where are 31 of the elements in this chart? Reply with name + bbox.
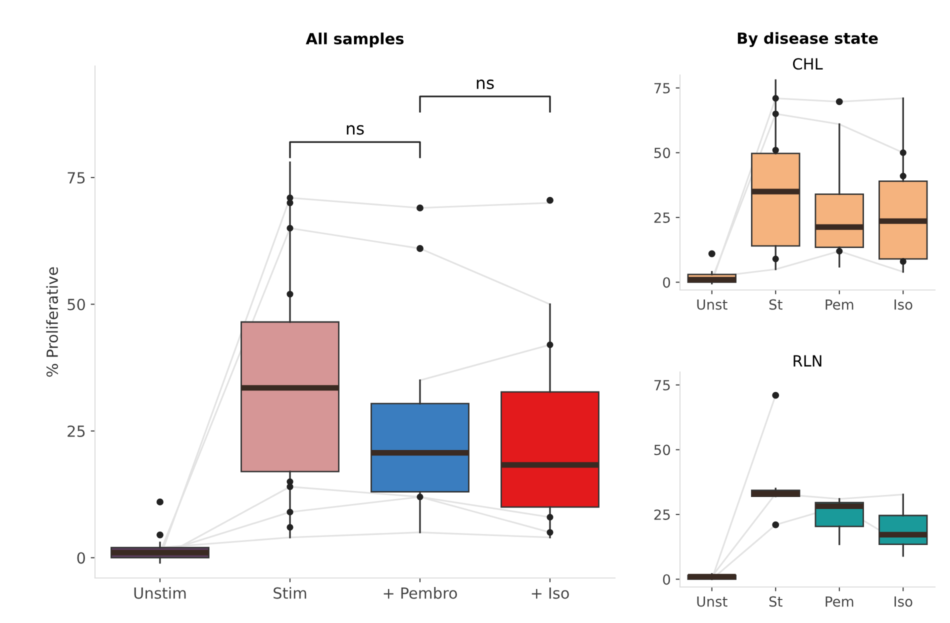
chart-title: By disease state [738,32,878,48]
y-tick-label: 50 [68,298,85,310]
y-tick-label: 0 [663,574,670,585]
chart-title: All samples [306,32,404,48]
x-tick-label: Pem [826,596,854,607]
x-tick-label: Iso [894,596,912,607]
y-axis-title: % Proliferative [46,267,58,377]
x-tick-label: Iso [894,299,912,310]
y-tick-label: 0 [77,552,85,564]
x-tick-label: + Iso [532,588,569,599]
y-tick-label: 0 [663,277,670,288]
x-tick-label: Unstim [134,587,186,599]
chart-subtitle: RLN [794,355,822,366]
chart-subtitle: CHL [793,58,823,70]
x-tick-label: Pem [826,299,854,310]
y-tick-label: 50 [654,148,670,158]
y-tick-label: 75 [654,380,670,390]
x-tick-label: St [769,299,782,310]
y-tick-label: 50 [654,444,670,456]
y-tick-label: 75 [654,83,670,94]
y-tick-label: 25 [654,509,670,520]
y-tick-label: 25 [654,212,670,223]
annotation: ns [476,80,494,90]
x-tick-label: Stim [274,587,306,599]
x-tick-label: St [769,596,782,607]
y-tick-label: 25 [68,425,85,438]
annotation: ns [346,125,364,135]
x-tick-label: + Pembro [384,587,457,599]
y-tick-label: 75 [68,172,85,184]
x-tick-label: Unst [697,596,728,607]
x-tick-label: Unst [697,299,728,310]
